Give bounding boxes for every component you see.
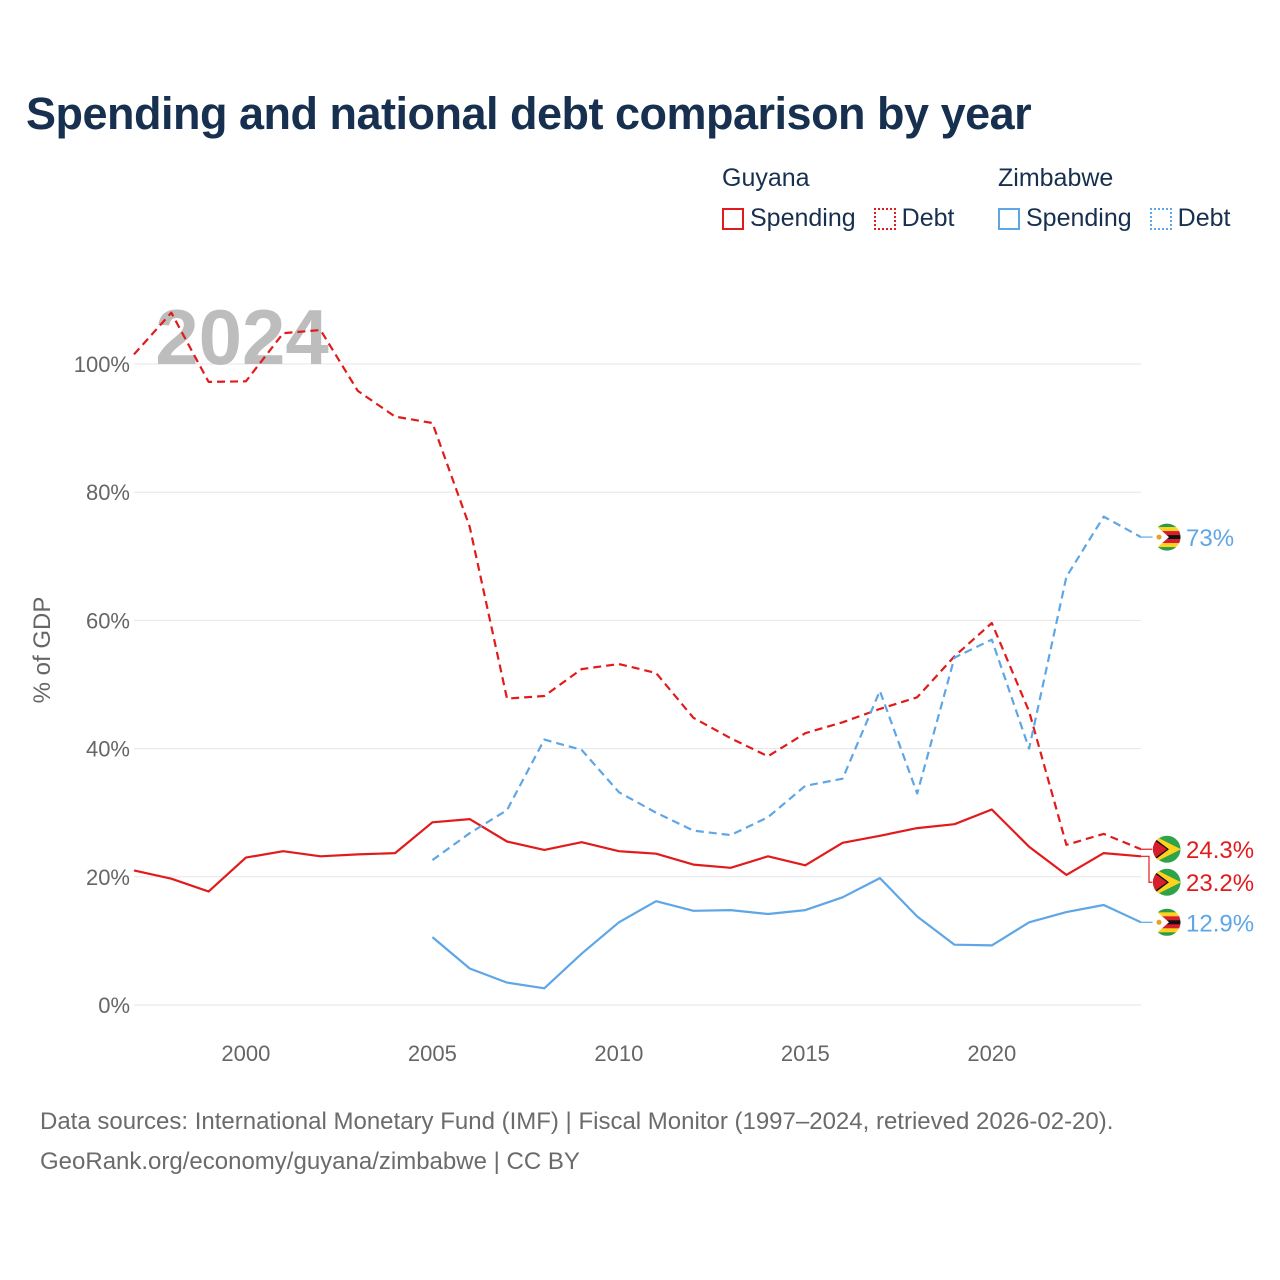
- end-labels: 23.2% 24.3% 12.9% 73%: [1141, 522, 1254, 937]
- legend-item-guyana-debt[interactable]: Debt: [873, 204, 955, 233]
- legend-label: Spending: [750, 204, 856, 232]
- gridlines: [134, 363, 1141, 1006]
- y-tick-label: 40%: [86, 737, 130, 762]
- x-axis: 2000 2005 2010 2015 2020: [221, 1041, 1016, 1066]
- legend-label: Spending: [1026, 204, 1132, 232]
- footer-link[interactable]: GeoRank.org/economy/guyana/zimbabwe | CC…: [40, 1148, 580, 1175]
- legend-swatch: [998, 207, 1020, 230]
- x-tick-label: 2020: [967, 1041, 1016, 1066]
- series-line-guyana-spending[interactable]: [133, 808, 1141, 893]
- y-tick-label: 0%: [98, 993, 130, 1018]
- x-tick-label: 2005: [408, 1041, 457, 1066]
- legend-swatch: [1149, 207, 1172, 230]
- y-tick-label: 100%: [74, 352, 130, 377]
- y-axis: 0% 20% 40% 60% 80% 100%: [74, 352, 130, 1018]
- legend-label: Debt: [901, 204, 955, 232]
- legend-group-title: Guyana: [722, 164, 810, 192]
- legend-group-guyana: Guyana Spending Debt: [722, 162, 972, 233]
- x-tick-label: 2000: [221, 1041, 270, 1066]
- y-axis-label: % of GDP: [29, 597, 56, 704]
- y-tick-label: 20%: [86, 865, 130, 890]
- zimbabwe-flag-icon: [1152, 907, 1182, 937]
- y-tick-label: 80%: [86, 480, 130, 505]
- legend-swatch: [873, 207, 896, 230]
- year-watermark: 2024: [155, 293, 329, 381]
- legend-item-guyana-spending[interactable]: Spending: [722, 204, 856, 233]
- series-line-guyana-debt[interactable]: [133, 311, 1141, 851]
- legend-swatch: [722, 207, 744, 230]
- x-tick-label: 2010: [594, 1041, 643, 1066]
- series-line-zimbabwe-debt[interactable]: [431, 515, 1141, 861]
- legend-item-zimbabwe-debt[interactable]: Debt: [1149, 204, 1231, 233]
- y-tick-label: 60%: [86, 608, 130, 633]
- series-layer: [133, 311, 1141, 990]
- legend-group-zimbabwe: Zimbabwe Spending Debt: [998, 162, 1230, 233]
- end-value-label: 24.3%: [1186, 837, 1254, 864]
- end-connector: [1141, 855, 1153, 883]
- guyana-flag-icon: [1152, 867, 1182, 897]
- zimbabwe-flag-icon: [1152, 522, 1182, 552]
- end-value-label: 73%: [1186, 525, 1234, 552]
- series-line-zimbabwe-spending[interactable]: [431, 876, 1141, 990]
- chart-title: Spending and national debt comparison by…: [26, 88, 1032, 139]
- end-value-label: 23.2%: [1186, 870, 1254, 897]
- guyana-flag-icon: [1152, 834, 1182, 864]
- x-tick-label: 2015: [781, 1041, 830, 1066]
- legend-group-title: Zimbabwe: [998, 164, 1114, 192]
- legend-label: Debt: [1177, 204, 1231, 232]
- legend-item-zimbabwe-spending[interactable]: Spending: [998, 204, 1132, 233]
- line-chart: 2024 0% 20% 40% 60% 80% 100% 2000 2005 2010 2015…: [29, 293, 1254, 1066]
- footer-sources: Data sources: International Monetary Fun…: [40, 1108, 1114, 1135]
- end-value-label: 12.9%: [1186, 910, 1254, 937]
